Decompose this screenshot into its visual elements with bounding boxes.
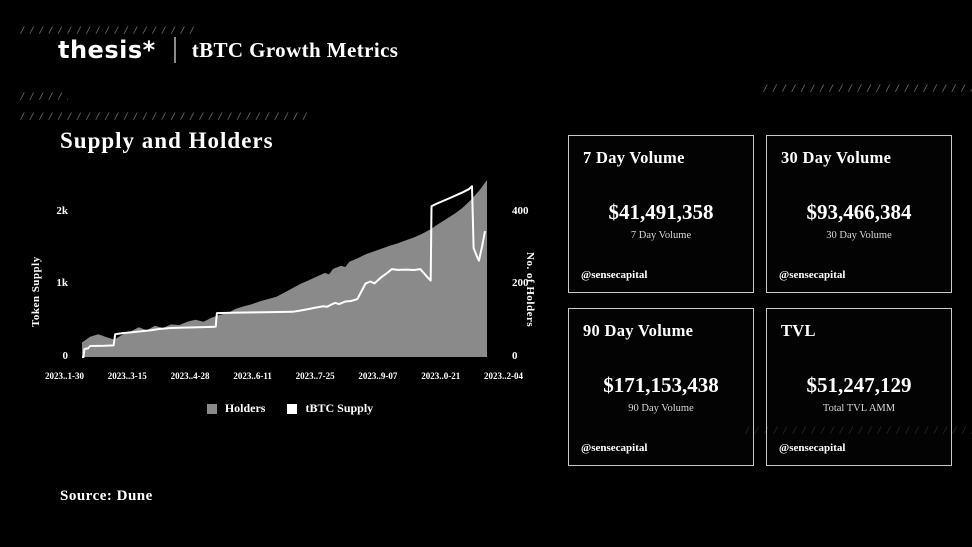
metric-card-90-day-volume: 90 Day Volume $171,153,438 90 Day Volume… <box>568 308 754 466</box>
card-sublabel: 30 Day Volume <box>826 230 892 241</box>
left-axis-tick-0: 0 <box>62 350 69 362</box>
holders-swatch-icon <box>206 403 217 414</box>
x-axis-label: 2023..6-11 <box>233 371 272 381</box>
card-title: 7 Day Volume <box>583 148 685 167</box>
legend-item-holders: Holders <box>206 401 266 416</box>
x-axis-label: 2023..1-30 <box>45 371 84 381</box>
legend-label: Holders <box>224 401 266 415</box>
chart-section-title: Supply and Holders <box>60 128 274 153</box>
x-axis-label: 2023..7-25 <box>295 371 335 381</box>
page-title: tBTC Growth Metrics <box>191 37 399 62</box>
card-handle: @sensecapital <box>779 442 846 454</box>
x-axis-labels: 2023..1-30 2023..3-15 2023..4-28 2023..6… <box>45 371 523 381</box>
card-title: TVL <box>781 321 816 340</box>
card-value: $51,247,129 <box>806 373 912 397</box>
card-handle: @sensecapital <box>581 269 648 281</box>
x-axis-label: 2023..3-15 <box>107 371 147 381</box>
card-value: $93,466,384 <box>806 200 912 224</box>
card-title: 30 Day Volume <box>781 148 892 167</box>
header: thesis* tBTC Growth Metrics <box>58 36 398 64</box>
x-axis-label: 2023..4-28 <box>170 371 210 381</box>
card-title: 90 Day Volume <box>583 321 694 340</box>
supply-holders-chart <box>82 180 487 358</box>
card-value: $171,153,438 <box>603 373 719 397</box>
x-axis-label: 2023..9-07 <box>358 371 398 381</box>
card-handle: @sensecapital <box>779 269 846 281</box>
source-attribution: Source: Dune <box>60 488 153 504</box>
chart-legend: Holders tBTC Supply <box>75 401 505 416</box>
right-axis-title: No. of Holders <box>524 252 536 328</box>
left-axis-tick-2k: 2k <box>56 205 68 217</box>
right-axis-tick-0: 0 <box>512 350 518 362</box>
header-divider <box>173 37 176 63</box>
right-axis-tick-200: 200 <box>512 277 529 289</box>
card-sublabel: Total TVL AMM <box>822 403 896 414</box>
metric-card-tvl: TVL $51,247,129 Total TVL AMM @sensecapi… <box>766 308 952 466</box>
card-value: $41,491,358 <box>608 200 714 224</box>
card-handle: @sensecapital <box>581 442 648 454</box>
thesis-logo: thesis* <box>58 36 156 64</box>
x-axis-label: 2023..0-21 <box>421 371 461 381</box>
right-axis-tick-400: 400 <box>512 205 529 217</box>
series-tbtc-supply <box>82 185 486 358</box>
hatch-pattern-left-edge: //////////// <box>20 92 68 102</box>
metric-card-7-day-volume: 7 Day Volume $41,491,358 7 Day Volume @s… <box>568 135 754 293</box>
metric-card-30-day-volume: 30 Day Volume $93,466,384 30 Day Volume … <box>766 135 952 293</box>
left-axis-tick-1k: 1k <box>56 277 68 289</box>
legend-label: tBTC Supply <box>305 401 374 415</box>
series-holders <box>82 180 487 357</box>
legend-item-tbtc-supply: tBTC Supply <box>287 401 373 416</box>
tbtc-supply-swatch-icon <box>287 403 298 414</box>
card-sublabel: 90 Day Volume <box>628 403 694 414</box>
x-axis-label: 2023..2-04 <box>483 371 523 381</box>
left-axis-title: Token Supply <box>30 256 42 328</box>
card-sublabel: 7 Day Volume <box>630 230 692 241</box>
